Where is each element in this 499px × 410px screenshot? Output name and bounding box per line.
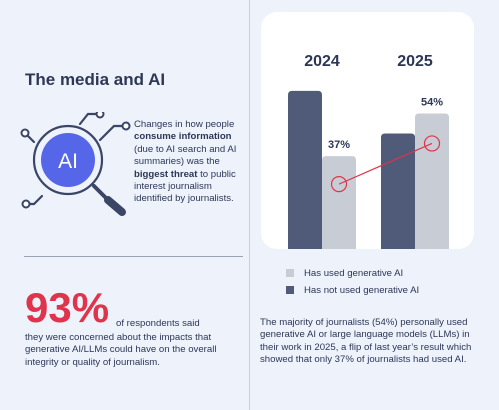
desc-bold-2: biggest threat	[134, 168, 198, 180]
legend-item-not-used: Has not used generative AI	[286, 282, 419, 298]
horizontal-divider	[24, 256, 243, 257]
vertical-divider	[249, 0, 250, 410]
legend-item-used: Has used generative AI	[286, 265, 419, 281]
bar-2024-not-used	[288, 90, 322, 249]
bar-2024-used	[322, 156, 356, 249]
chart-legend: Has used generative AI Has not used gene…	[286, 265, 419, 299]
desc-text-3: to public interest journalism identified…	[134, 168, 236, 205]
trend-marker-2025	[423, 135, 441, 152]
legend-label-used: Has used generative AI	[304, 267, 404, 279]
stat-description: they were concerned about the impacts th…	[25, 332, 217, 368]
ai-circle-fill	[41, 133, 95, 187]
category-label-2024: 2024	[304, 53, 340, 70]
category-label-2025: 2025	[397, 53, 433, 70]
bar-2025-not-used	[381, 133, 415, 249]
trend-line	[338, 142, 433, 185]
ai-usage-chart: 2024 2025 37% 54%	[288, 53, 449, 249]
data-label-2025: 54%	[421, 96, 443, 108]
desc-text-2: (due to AI search and AI summaries) was …	[134, 143, 237, 168]
legend-label-not-used: Has not used generative AI	[304, 284, 420, 296]
section-title: The media and AI	[25, 70, 166, 89]
desc-text-1: Changes in how people	[134, 119, 235, 130]
desc-bold-1: consume information	[134, 131, 232, 143]
summary-text: The majority of journalists (54%) person…	[260, 317, 472, 366]
ai-magnifier-icon: AI	[20, 112, 131, 216]
legend-swatch-not-used	[286, 286, 294, 294]
threat-description: Changes in how people consume informatio…	[134, 119, 252, 206]
data-label-2024: 37%	[328, 139, 350, 151]
legend-swatch-used	[286, 269, 294, 277]
stat-percentage: 93%	[25, 284, 110, 331]
stat-tail-text: of respondents said	[116, 318, 200, 329]
ai-icon-label: AI	[58, 150, 78, 173]
bar-2025-used	[415, 113, 449, 249]
trend-marker-2024	[330, 176, 348, 193]
